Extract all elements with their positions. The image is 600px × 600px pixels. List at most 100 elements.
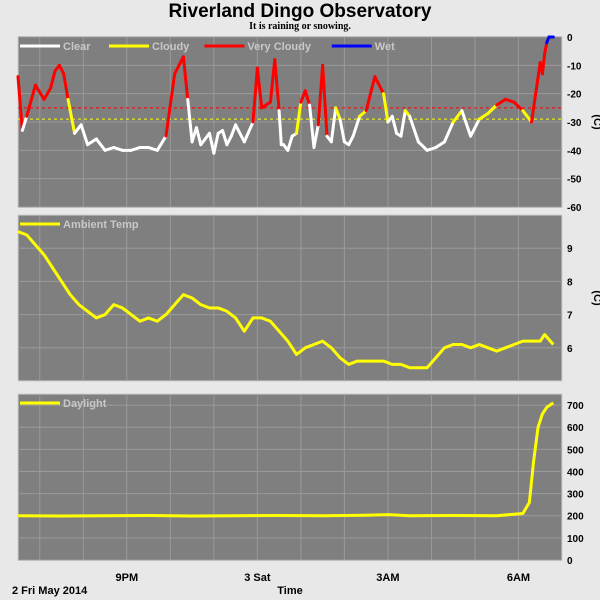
y-tick-label: -50 [567, 175, 582, 186]
y-tick-label: 8 [567, 277, 573, 288]
cloud-series-segment [295, 100, 303, 135]
cloud-series-segment [79, 123, 90, 147]
y-tick-label: 200 [567, 512, 584, 523]
cloud-series-segment [173, 55, 185, 76]
cloud-series-segment [503, 97, 516, 104]
cloud-series-segment [251, 66, 259, 124]
cloud-series-segment [338, 117, 346, 144]
cloud-series-segment [460, 109, 473, 138]
cloud-series-segment [49, 69, 57, 90]
cloud-series-segment [33, 83, 46, 101]
y-tick-label: -40 [567, 146, 582, 157]
cloud-series-segment [25, 83, 37, 118]
cloud-series-segment [229, 123, 238, 138]
cloud-series-segment [312, 123, 320, 149]
cloud-series-segment [129, 146, 142, 152]
cloud-series-segment [194, 126, 203, 147]
y-tick-label: 300 [567, 490, 584, 501]
plot-area-daylight [17, 393, 563, 561]
x-tick-label: 6AM [507, 572, 530, 584]
y-tick-label: -30 [567, 118, 582, 129]
cloud-series-segment [486, 103, 499, 115]
legend-label: Ambient Temp [63, 219, 139, 231]
cloud-series-segment [273, 58, 281, 113]
cloud-series-segment [308, 103, 316, 149]
y-tick-label: 500 [567, 445, 584, 456]
cloud-series-segment [62, 72, 70, 101]
cloud-series-segment [334, 106, 342, 121]
page-title: Riverland Dingo Observatory [168, 1, 432, 22]
cloud-series-segment [112, 146, 124, 152]
cloud-series-segment [164, 72, 177, 138]
cloud-series-segment [408, 114, 420, 144]
legend-label: Clear [63, 41, 91, 53]
cloud-series-segment [543, 41, 549, 56]
cloud-series-segment [242, 120, 255, 144]
cloud-series-segment [234, 123, 246, 144]
cloud-series-segment [20, 114, 29, 132]
cloud-series-segment [212, 131, 220, 155]
cloud-series-segment [303, 89, 312, 107]
y-tick-label: -20 [567, 90, 582, 101]
cloud-series-segment [382, 92, 390, 124]
cloud-series-segment [329, 106, 338, 144]
x-axis-label: Time [277, 585, 303, 597]
cloud-series-segment [521, 109, 534, 124]
y-tick-label: 0 [567, 33, 573, 44]
daylight-series-line [17, 401, 555, 518]
cloud-series-segment [286, 134, 294, 152]
cloud-series-segment [373, 75, 386, 96]
cloud-series-segment [512, 100, 525, 113]
cloud-series-segment [451, 109, 464, 124]
plot-area-ambient [17, 214, 563, 382]
cloud-series-segment [66, 97, 77, 135]
cloud-series-segment [86, 137, 98, 147]
footer-date: 2 Fri May 2014 [12, 585, 88, 597]
y-tick-label: 6 [567, 344, 573, 355]
legend-label: Very Cloudy [247, 41, 311, 53]
legend-label: Daylight [63, 398, 107, 410]
y-tick-label: 7 [567, 311, 573, 322]
cloud-series-segment [469, 117, 481, 138]
x-tick-label: 3AM [376, 572, 399, 584]
cloud-series-segment [277, 109, 283, 147]
page-subtitle: It is raining or snowing. [249, 21, 351, 32]
x-tick-label: 9PM [115, 572, 138, 584]
cloud-series-segment [540, 52, 547, 76]
y-tick-label: 400 [567, 467, 584, 478]
cloud-series-segment [260, 100, 272, 110]
cloud-series-segment [495, 97, 507, 107]
cloud-series-segment [399, 109, 407, 138]
cloud-series-segment [321, 63, 329, 138]
cloud-series-segment [434, 140, 446, 149]
cloud-series-segment [364, 75, 377, 113]
x-tick-label: 3 Sat [244, 572, 271, 584]
cloud-series-segment [155, 134, 168, 152]
cloud-series-segment [186, 97, 194, 144]
legend-label: Cloudy [152, 41, 190, 53]
cloud-series-segment [94, 137, 107, 152]
cloud-series-segment [103, 146, 116, 152]
cloud-series-segment [477, 112, 490, 121]
cloud-series-segment [530, 61, 542, 124]
cloud-series-segment [221, 129, 229, 147]
y-tick-label: 700 [567, 401, 584, 412]
cloud-series-segment [57, 63, 66, 76]
legend-label: Wet [375, 41, 395, 53]
cloud-series-segment [351, 114, 362, 138]
y-tick-label: 600 [567, 423, 584, 434]
y-tick-label: 0 [567, 556, 573, 567]
y-axis-label: (C) [591, 114, 600, 130]
cloud-series-segment [442, 120, 455, 144]
cloud-series-segment [16, 75, 24, 132]
cloud-series-segment [390, 114, 399, 135]
y-tick-label: 9 [567, 244, 573, 255]
ambient-series-line [17, 230, 555, 370]
cloud-series-segment [147, 146, 159, 152]
cloud-series-segment [347, 134, 355, 147]
cloud-series-segment [425, 146, 438, 152]
cloud-series-segment [181, 55, 190, 101]
y-tick-label: 100 [567, 534, 584, 545]
cloud-series-segment [225, 134, 233, 147]
